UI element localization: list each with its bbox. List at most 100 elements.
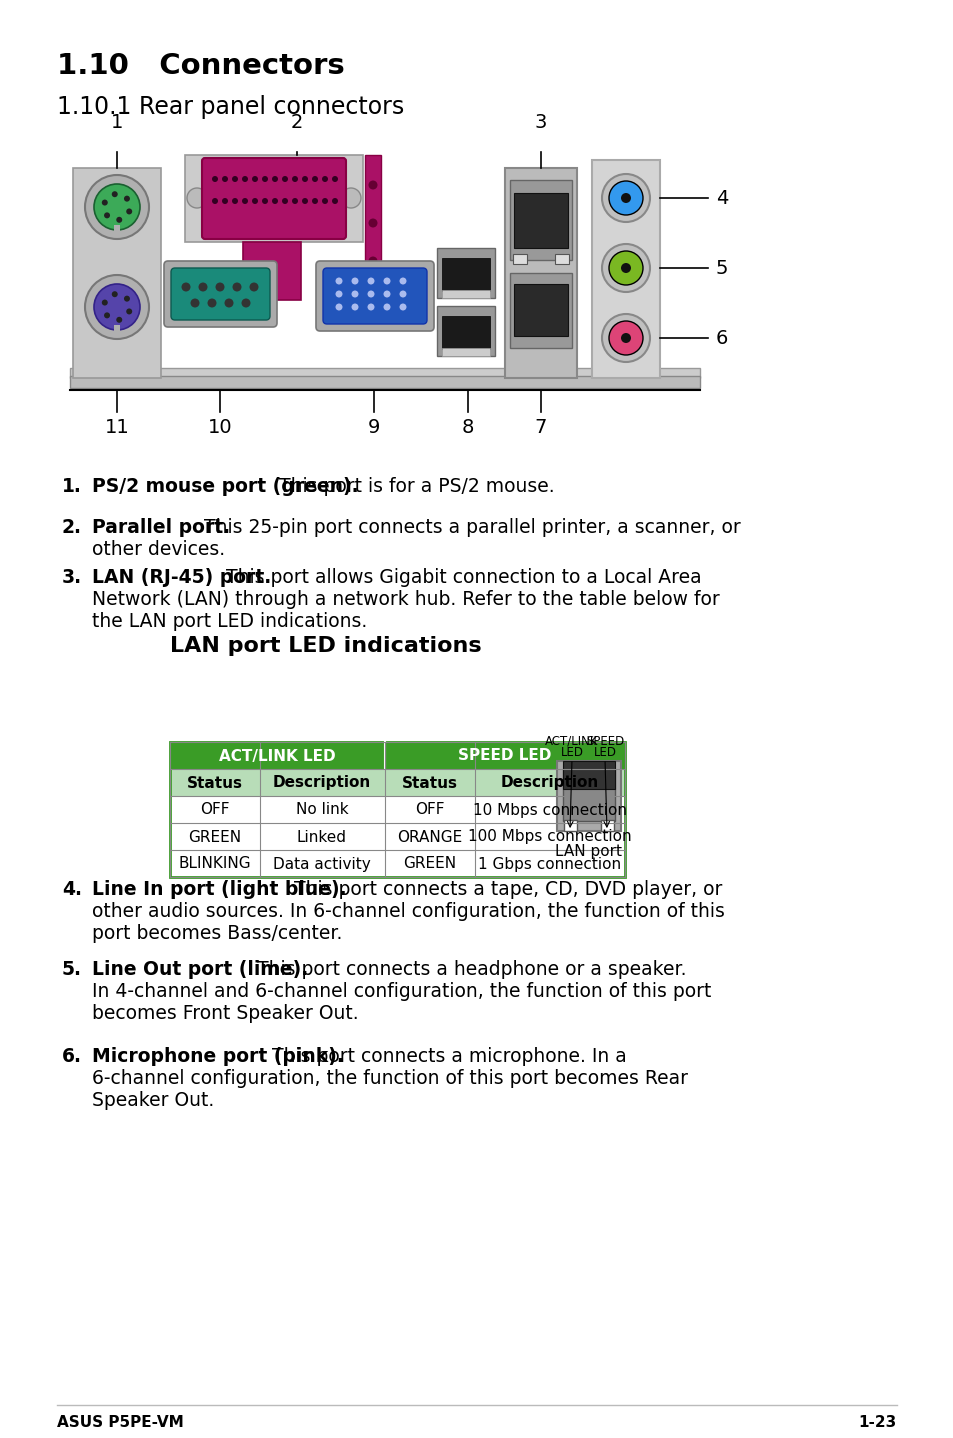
Circle shape — [116, 316, 122, 322]
Text: 1.10.1 Rear panel connectors: 1.10.1 Rear panel connectors — [57, 95, 404, 119]
Bar — [170, 769, 624, 797]
Circle shape — [126, 209, 132, 214]
Circle shape — [367, 303, 375, 311]
Bar — [441, 316, 490, 349]
Circle shape — [399, 303, 406, 311]
Bar — [557, 761, 620, 831]
Circle shape — [383, 278, 390, 285]
Bar — [441, 257, 490, 290]
Bar — [73, 168, 161, 378]
Bar — [510, 273, 572, 348]
Bar — [441, 348, 490, 357]
Circle shape — [232, 175, 237, 183]
Circle shape — [332, 175, 337, 183]
Circle shape — [272, 198, 277, 204]
Text: 1.10   Connectors: 1.10 Connectors — [57, 52, 344, 81]
Text: 1-23: 1-23 — [858, 1415, 896, 1429]
Circle shape — [241, 299, 251, 308]
Circle shape — [242, 175, 248, 183]
Circle shape — [620, 193, 630, 203]
Bar — [562, 769, 615, 821]
Text: 6: 6 — [716, 328, 727, 348]
Circle shape — [302, 198, 308, 204]
Circle shape — [212, 175, 218, 183]
Text: Linked: Linked — [296, 830, 347, 844]
Circle shape — [272, 175, 277, 183]
Text: 4.: 4. — [62, 880, 82, 899]
Circle shape — [292, 198, 297, 204]
Circle shape — [252, 198, 257, 204]
Text: Network (LAN) through a network hub. Refer to the table below for: Network (LAN) through a network hub. Ref… — [91, 590, 719, 610]
Circle shape — [335, 290, 342, 298]
Circle shape — [601, 313, 649, 362]
Circle shape — [399, 278, 406, 285]
Bar — [365, 155, 380, 301]
Bar — [185, 155, 363, 242]
Bar — [513, 255, 526, 265]
Text: 5: 5 — [716, 259, 728, 278]
Bar — [243, 242, 301, 301]
Text: other devices.: other devices. — [91, 541, 225, 559]
Bar — [113, 224, 120, 232]
Text: OFF: OFF — [200, 802, 230, 817]
Text: 8: 8 — [461, 418, 474, 437]
Circle shape — [340, 188, 360, 209]
Circle shape — [608, 252, 642, 285]
Circle shape — [252, 175, 257, 183]
FancyBboxPatch shape — [202, 158, 346, 239]
Circle shape — [368, 256, 377, 266]
Circle shape — [335, 278, 342, 285]
Circle shape — [232, 198, 237, 204]
Text: Microphone port (pink).: Microphone port (pink). — [91, 1047, 343, 1066]
Circle shape — [351, 278, 358, 285]
Circle shape — [94, 184, 140, 230]
Circle shape — [102, 200, 108, 206]
Text: Parallel port.: Parallel port. — [91, 518, 230, 536]
Circle shape — [242, 198, 248, 204]
Bar — [436, 306, 495, 357]
Text: ASUS P5PE-VM: ASUS P5PE-VM — [57, 1415, 184, 1429]
Bar — [170, 823, 624, 850]
Circle shape — [104, 213, 110, 219]
Circle shape — [368, 219, 377, 227]
Circle shape — [222, 198, 228, 204]
Circle shape — [368, 181, 377, 190]
Bar — [504, 168, 577, 378]
Circle shape — [212, 198, 218, 204]
Circle shape — [102, 299, 108, 305]
Circle shape — [187, 188, 207, 209]
Bar — [514, 283, 567, 336]
Circle shape — [601, 244, 649, 292]
FancyBboxPatch shape — [164, 262, 276, 326]
Text: 6.: 6. — [62, 1047, 82, 1066]
Circle shape — [383, 290, 390, 298]
Bar — [70, 368, 700, 378]
Circle shape — [302, 175, 308, 183]
Text: ACT/LINK LED: ACT/LINK LED — [218, 749, 335, 764]
Bar — [170, 850, 624, 877]
Text: Status: Status — [187, 775, 243, 791]
Circle shape — [367, 290, 375, 298]
Text: 4: 4 — [716, 188, 727, 207]
Text: LAN (RJ-45) port.: LAN (RJ-45) port. — [91, 568, 271, 587]
Circle shape — [608, 321, 642, 355]
FancyBboxPatch shape — [323, 267, 427, 324]
Text: 1.: 1. — [62, 477, 82, 496]
Bar — [113, 325, 120, 331]
Text: SPEED LED: SPEED LED — [457, 749, 551, 764]
Text: This port connects a headphone or a speaker.: This port connects a headphone or a spea… — [251, 961, 685, 979]
Text: Data activity: Data activity — [273, 857, 371, 871]
Text: GREEN: GREEN — [403, 857, 456, 871]
Circle shape — [608, 181, 642, 216]
Text: This port connects a tape, CD, DVD player, or: This port connects a tape, CD, DVD playe… — [288, 880, 722, 899]
Circle shape — [383, 303, 390, 311]
Circle shape — [124, 196, 130, 201]
Text: This port allows Gigabit connection to a Local Area: This port allows Gigabit connection to a… — [220, 568, 701, 587]
Text: Description: Description — [500, 775, 598, 791]
FancyBboxPatch shape — [315, 262, 434, 331]
Text: 3.: 3. — [62, 568, 82, 587]
Text: PS/2 mouse port (green).: PS/2 mouse port (green). — [91, 477, 358, 496]
Text: GREEN: GREEN — [189, 830, 241, 844]
Circle shape — [104, 312, 110, 318]
Circle shape — [198, 282, 208, 292]
